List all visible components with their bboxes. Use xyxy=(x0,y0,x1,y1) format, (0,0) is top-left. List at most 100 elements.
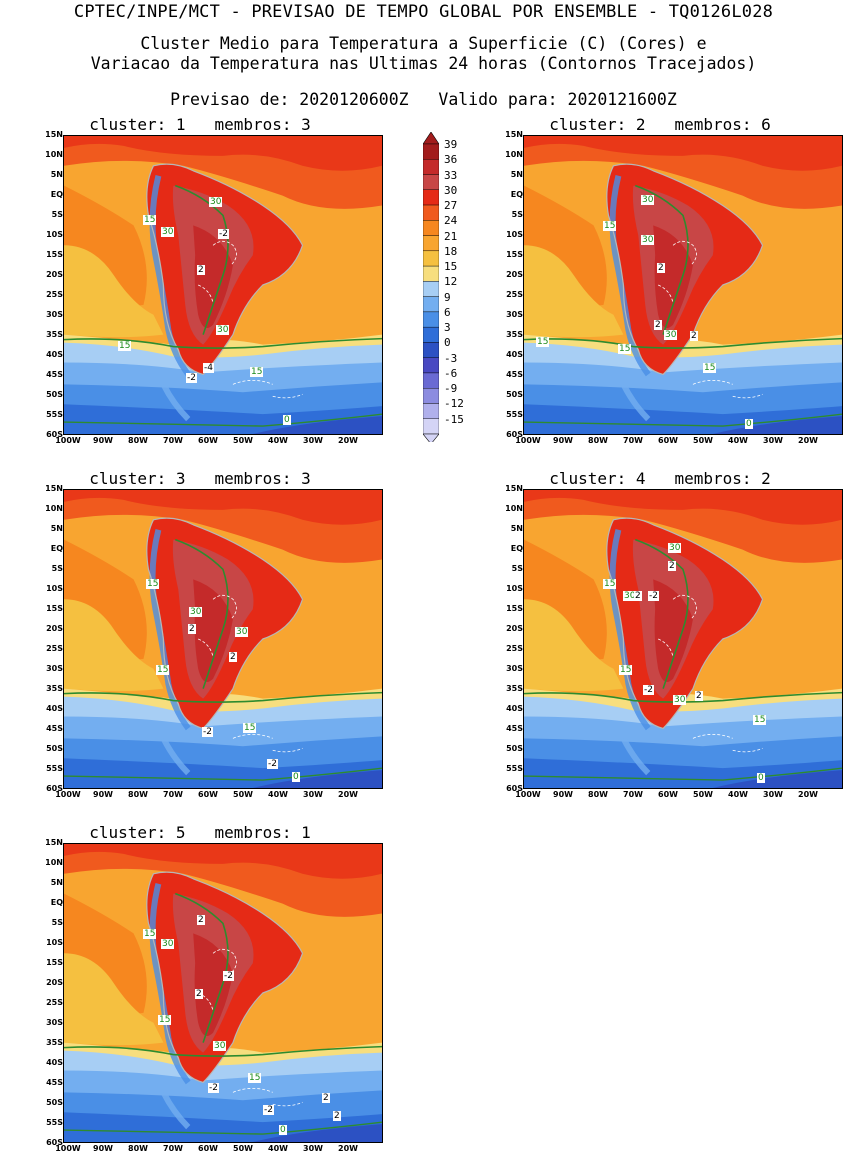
cluster-panel-title: cluster: 4 membros: 2 xyxy=(549,469,771,488)
contour-label: 15 xyxy=(118,341,132,351)
latitude-tick-label: 55S xyxy=(506,410,523,419)
contour-label: 15 xyxy=(248,1073,262,1083)
contour-label: 30 xyxy=(213,1041,227,1051)
figure-header-line1: CPTEC/INPE/MCT - PREVISAO DE TEMPO GLOBA… xyxy=(73,2,774,22)
contour-label: 2 xyxy=(197,915,205,925)
latitude-tick-label: 35S xyxy=(46,684,63,693)
longitude-tick-label: 100W xyxy=(55,1144,81,1153)
latitude-tick-label: 5N xyxy=(50,524,63,533)
temperature-map-svg xyxy=(64,844,382,1142)
contour-label: 2 xyxy=(322,1093,330,1103)
contour-label: 15 xyxy=(156,665,170,675)
contour-label: 15 xyxy=(143,929,157,939)
contour-label: 30 xyxy=(641,235,655,245)
longitude-tick-label: 40W xyxy=(268,790,288,799)
longitude-tick-label: 40W xyxy=(268,436,288,445)
colorbar-swatch xyxy=(422,220,440,236)
latitude-tick-label: 20S xyxy=(46,270,63,279)
latitude-tick-label: 5N xyxy=(510,170,523,179)
contour-label: -2 xyxy=(218,229,229,239)
contour-label: 2 xyxy=(197,265,205,275)
contour-label: 30 xyxy=(216,325,230,335)
contour-label: -2 xyxy=(208,1083,219,1093)
colorbar-swatch xyxy=(422,403,440,419)
latitude-tick-label: EQ xyxy=(510,190,523,199)
cluster-panel-title: cluster: 3 membros: 3 xyxy=(89,469,311,488)
longitude-tick-label: 90W xyxy=(93,436,113,445)
latitude-tick-label: 10N xyxy=(45,150,63,159)
latitude-tick-label: 60S xyxy=(46,784,63,793)
temperature-map xyxy=(63,135,383,435)
colorbar-swatch xyxy=(422,311,440,328)
latitude-tick-label: 30S xyxy=(46,664,63,673)
colorbar-tick-label: -12 xyxy=(444,397,464,411)
contour-label: 2 xyxy=(657,263,665,273)
colorbar-swatch xyxy=(422,326,440,343)
colorbar-tick-label: 30 xyxy=(444,183,458,197)
longitude-tick-label: 20W xyxy=(338,790,358,799)
latitude-tick-label: 25S xyxy=(46,998,63,1007)
latitude-tick-label: 10S xyxy=(46,938,63,947)
temperature-map xyxy=(63,843,383,1143)
latitude-tick-label: 5S xyxy=(51,210,63,219)
longitude-tick-label: 60W xyxy=(658,436,678,445)
contour-label: 2 xyxy=(229,652,237,662)
contour-label: 15 xyxy=(618,344,632,354)
latitude-tick-label: 45S xyxy=(46,1078,63,1087)
figure-header-line3: Variacao da Temperatura nas Ultimas 24 h… xyxy=(90,54,757,73)
cluster-panel-3: cluster: 3 membros: 3 15N 10N 5N EQ 5S 10S 15S… xyxy=(0,469,383,799)
latitude-tick-label: 55S xyxy=(46,764,63,773)
latitude-tick-label: 15S xyxy=(506,250,523,259)
latitude-tick-label: 5S xyxy=(51,564,63,573)
latitude-tick-label: 45S xyxy=(46,724,63,733)
colorbar-tick-label: 33 xyxy=(444,168,458,182)
longitude-tick-label: 40W xyxy=(268,1144,288,1153)
longitude-tick-label: 50W xyxy=(693,790,713,799)
cluster-panel-5: cluster: 5 membros: 1 15N 10N 5N EQ 5S 10S 15S… xyxy=(0,823,383,1153)
longitude-tick-label: 100W xyxy=(55,436,81,445)
temperature-map xyxy=(523,489,843,789)
longitude-tick-label: 100W xyxy=(55,790,81,799)
latitude-tick-label: 50S xyxy=(506,744,523,753)
contour-label: -2 xyxy=(186,373,197,383)
contour-label: -2 xyxy=(223,971,234,981)
colorbar-tick-label: 27 xyxy=(444,199,458,213)
contour-label: 15 xyxy=(536,337,550,347)
contour-label: 2 xyxy=(690,331,698,341)
cluster-panel-title: cluster: 5 membros: 1 xyxy=(89,823,311,842)
temperature-map-svg xyxy=(64,136,382,434)
temperature-map xyxy=(523,135,843,435)
longitude-tick-label: 40W xyxy=(728,790,748,799)
colorbar-swatch xyxy=(422,189,440,206)
contour-label: 15 xyxy=(243,723,257,733)
latitude-tick-label: 50S xyxy=(506,390,523,399)
longitude-tick-label: 80W xyxy=(588,436,608,445)
contour-label: -4 xyxy=(203,363,214,373)
contour-label: 2 xyxy=(654,320,662,330)
latitude-tick-label: 10N xyxy=(505,150,523,159)
colorbar-swatch xyxy=(422,143,440,160)
contour-label: 30 xyxy=(673,695,687,705)
latitude-tick-label: EQ xyxy=(50,190,63,199)
colorbar-swatch xyxy=(422,372,440,389)
longitude-tick-label: 70W xyxy=(623,790,643,799)
temperature-map-svg xyxy=(524,136,842,434)
longitude-tick-label: 60W xyxy=(198,790,218,799)
contour-label: 30 xyxy=(161,227,175,237)
contour-label: 0 xyxy=(279,1125,287,1135)
longitude-tick-label: 100W xyxy=(515,436,541,445)
contour-label: 30 xyxy=(161,939,175,949)
longitude-tick-label: 50W xyxy=(233,1144,253,1153)
cluster-panel-title: cluster: 1 membros: 3 xyxy=(89,115,311,134)
latitude-tick-label: 40S xyxy=(46,704,63,713)
colorbar-tick-label: 18 xyxy=(444,244,458,258)
contour-label: 2 xyxy=(668,561,676,571)
latitude-tick-label: EQ xyxy=(510,544,523,553)
latitude-tick-label: 15S xyxy=(46,250,63,259)
colorbar-swatch xyxy=(422,159,440,175)
longitude-tick-label: 20W xyxy=(338,436,358,445)
latitude-tick-label: 5S xyxy=(511,210,523,219)
contour-label: 2 xyxy=(634,591,642,601)
latitude-tick-label: 10N xyxy=(45,858,63,867)
latitude-tick-label: 60S xyxy=(506,430,523,439)
